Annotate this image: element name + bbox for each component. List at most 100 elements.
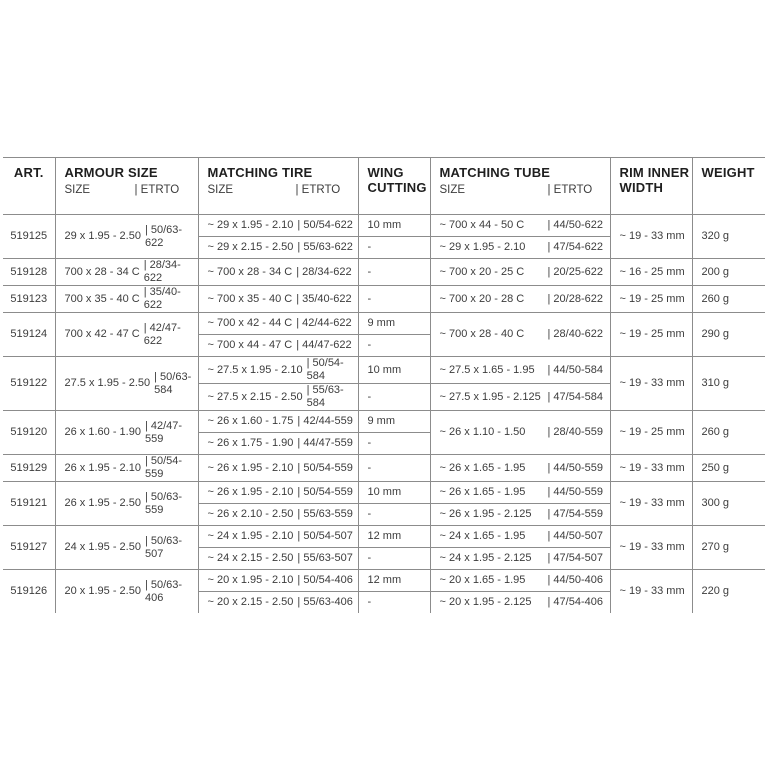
tire-size-cell: ~ 700 x 35 - 40 C | 35/40-622 [197,285,359,313]
wing-cutting-cell: - [357,454,431,482]
armour-size-cell-size: 26 x 1.60 - 1.90 [64,426,141,438]
tire-size-cell: ~ 700 x 28 - 34 C | 28/34-622 [197,258,359,286]
header-row: ART. ARMOUR SIZE SIZE | ETRTO MATCHING T… [2,157,766,215]
armour-spec-table: ART. ARMOUR SIZE SIZE | ETRTO MATCHING T… [2,157,766,614]
armour-size-cell: 700 x 28 - 34 C | 28/34-622 [54,258,199,286]
tire-size-cell-etrto: | 50/54-507 [297,530,353,542]
tire-size-cell-etrto: | 55/63-559 [297,508,353,520]
table-row: 519123 700 x 35 - 40 C | 35/40-622 ~ 700 x … [2,285,766,313]
rim-width-cell: ~ 19 - 33 mm [609,481,693,526]
tire-size-cell-etrto: | 50/54-559 [297,486,353,498]
art-cell: 519122 [2,356,56,411]
tube-size-cell-size: ~ 24 x 1.65 - 1.95 [439,530,526,542]
tube-size-cell: ~ 27.5 x 1.65 - 1.95 | 44/50-584 [429,356,611,384]
table-row: 519122 27.5 x 1.95 - 2.50 | 50/63-584 ~ 27.… [2,356,766,411]
table-row: ~ 29 x 2.15 - 2.50 | 55/63-622- ~ 29 x 1.9… [3,236,765,259]
wing-cutting-cell: 10 mm [357,481,431,504]
table-row: ~ 700 x 44 - 47 C | 44/47-622- [3,334,765,357]
weight-cell: 320 g [691,214,766,259]
tube-size-cell-size: ~ 24 x 1.95 - 2.125 [439,552,532,564]
armour-size-cell-etrto: | 50/63-559 [144,490,183,516]
table-row: ~ 26 x 2.10 - 2.50 | 55/63-559- ~ 26 x 1.9… [3,503,765,526]
tire-size-cell: ~ 24 x 2.15 - 2.50 | 55/63-507 [197,547,359,570]
tire-size-cell-size: ~ 700 x 44 - 47 C [207,339,293,351]
tire-size-cell-size: ~ 26 x 1.60 - 1.75 [207,415,294,427]
tire-size-cell: ~ 26 x 1.95 - 2.10 | 50/54-559 [197,454,359,482]
armour-size-cell-etrto: | 50/63-406 [144,578,183,604]
tire-size-cell-etrto: | 50/54-622 [297,219,353,231]
wing-cutting-cell: 10 mm [357,356,431,384]
wing-cutting-cell: - [357,591,431,614]
tire-size-cell-etrto: | 28/34-622 [296,265,352,278]
tube-size-cell-etrto: | 47/54-584 [547,390,603,403]
col-header-wing-cutting: WING CUTTING [357,157,431,215]
tire-size-cell: ~ 29 x 2.15 - 2.50 | 55/63-622 [197,236,359,259]
tube-size-cell: ~ 29 x 1.95 - 2.10 | 47/54-622 [429,236,611,259]
tire-size-cell-size: ~ 27.5 x 2.15 - 2.50 [207,390,303,403]
weight-cell: 250 g [691,454,766,482]
armour-size-cell-size: 700 x 42 - 47 C [64,328,140,340]
armour-size-cell: 700 x 42 - 47 C | 42/47-622 [54,312,199,357]
armour-size-cell: 24 x 1.95 - 2.50 | 50/63-507 [54,525,199,570]
tire-size-cell-size: ~ 27.5 x 1.95 - 2.10 [207,363,303,376]
wing-cutting-header-line1: WING [367,165,404,180]
tire-size-cell-etrto: | 42/44-622 [296,317,352,329]
table-row: ~ 20 x 2.15 - 2.50 | 55/63-406- ~ 20 x 1.9… [3,591,765,614]
armour-size-cell-etrto: | 50/63-507 [144,534,183,560]
tire-size-cell: ~ 20 x 1.95 - 2.10 | 50/54-406 [197,569,359,592]
wing-cutting-cell: - [357,334,431,357]
wing-cutting-cell: - [357,547,431,570]
tube-size-cell-etrto: | 47/54-559 [547,508,603,520]
weight-cell: 300 g [691,481,766,526]
tube-size-cell-etrto: | 44/50-406 [547,574,603,586]
tire-size-cell-size: ~ 20 x 1.95 - 2.10 [207,574,294,586]
tube-size-cell-etrto: | 20/28-622 [547,292,603,305]
armour-sub-size-label: SIZE [64,184,91,196]
tube-size-cell: ~ 700 x 20 - 25 C | 20/25-622 [429,258,611,286]
tire-size-cell-size: ~ 26 x 1.75 - 1.90 [207,437,294,449]
tube-size-cell: ~ 26 x 1.10 - 1.50 | 28/40-559 [429,410,611,455]
rim-width-cell: ~ 19 - 33 mm [609,356,693,411]
spec-table-body: 519125 29 x 1.95 - 2.50 | 50/63-622 ~ 29 x … [2,214,766,614]
rim-width-cell: ~ 16 - 25 mm [609,258,693,286]
tube-size-cell-etrto: | 47/54-406 [547,596,603,608]
table-row: 519124 700 x 42 - 47 C | 42/47-622 ~ 700 x … [2,312,766,357]
weight-cell: 290 g [691,312,766,357]
rim-width-cell: ~ 19 - 25 mm [609,285,693,313]
armour-size-cell-size: 700 x 35 - 40 C [64,292,140,305]
rim-width-cell: ~ 19 - 33 mm [609,214,693,259]
armour-size-cell: 26 x 1.60 - 1.90 | 42/47-559 [54,410,199,455]
armour-size-cell-size: 26 x 1.95 - 2.10 [64,461,141,474]
tube-size-cell: ~ 700 x 44 - 50 C | 44/50-622 [429,214,611,237]
tire-size-cell-size: ~ 26 x 2.10 - 2.50 [207,508,294,520]
rim-width-cell: ~ 19 - 25 mm [609,410,693,455]
armour-size-header-label: ARMOUR SIZE [64,165,158,180]
art-cell: 519121 [2,481,56,526]
weight-cell: 310 g [691,356,766,411]
armour-size-cell: 20 x 1.95 - 2.50 | 50/63-406 [54,569,199,614]
tire-size-cell-etrto: | 55/63-507 [297,552,353,564]
wing-cutting-cell: - [357,503,431,526]
col-header-armour-size: ARMOUR SIZE SIZE | ETRTO [54,157,199,215]
wing-cutting-cell: - [357,258,431,286]
tire-size-cell-size: ~ 26 x 1.95 - 2.10 [207,461,294,474]
matching-tube-header-label: MATCHING TUBE [439,165,551,180]
tire-size-cell-etrto: | 44/47-622 [296,339,352,351]
tire-size-cell-size: ~ 24 x 1.95 - 2.10 [207,530,294,542]
tube-size-cell-etrto: | 44/50-559 [547,486,603,498]
spec-table-container: ART. ARMOUR SIZE SIZE | ETRTO MATCHING T… [2,157,766,614]
tube-size-cell-size: ~ 29 x 1.95 - 2.10 [439,241,526,253]
tube-size-cell-size: ~ 700 x 28 - 40 C [439,328,525,340]
tube-size-cell-size: ~ 26 x 1.10 - 1.50 [439,426,526,438]
armour-size-cell-size: 29 x 1.95 - 2.50 [64,230,141,242]
art-cell: 519125 [2,214,56,259]
armour-size-cell: 700 x 35 - 40 C | 35/40-622 [54,285,199,313]
tube-size-cell-etrto: | 44/50-622 [547,219,603,231]
tire-size-cell: ~ 700 x 44 - 47 C | 44/47-622 [197,334,359,357]
tire-size-cell-size: ~ 29 x 1.95 - 2.10 [207,219,294,231]
tube-size-cell-size: ~ 26 x 1.95 - 2.125 [439,508,532,520]
wing-cutting-cell: - [357,285,431,313]
tube-size-cell-etrto: | 44/50-507 [547,530,603,542]
art-cell: 519127 [2,525,56,570]
armour-size-cell-size: 700 x 28 - 34 C [64,265,140,278]
